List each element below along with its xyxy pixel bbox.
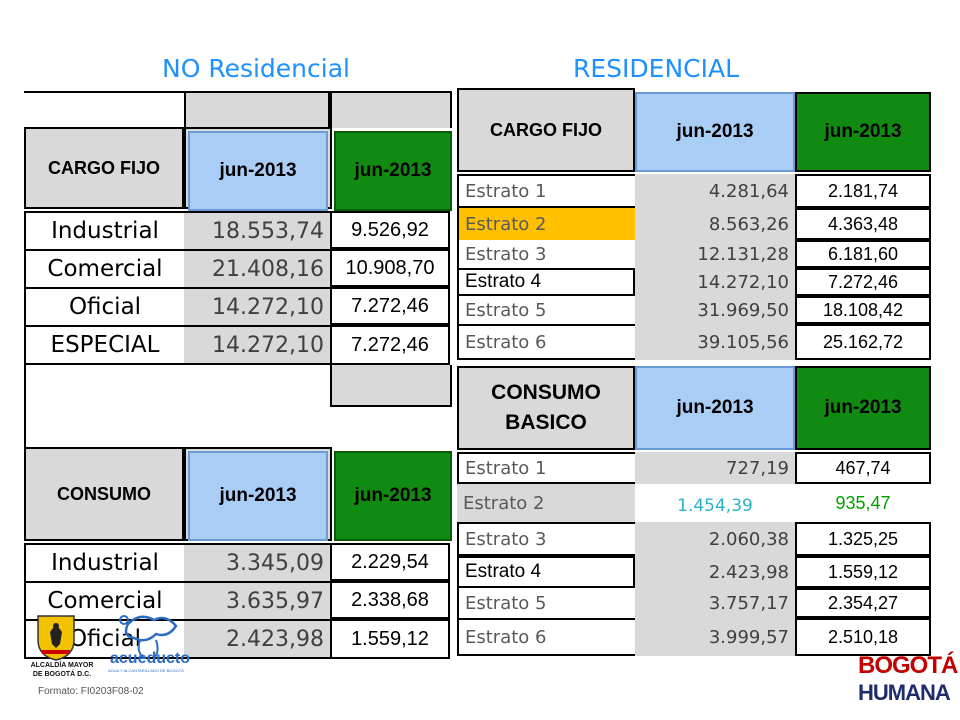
- row-label: Estrato 4: [457, 556, 635, 588]
- row-label: Estrato 5: [457, 588, 635, 618]
- row-value: 4.281,64: [635, 174, 795, 208]
- row-value: 2.423,98: [635, 556, 795, 588]
- header-line: CONSUMO: [491, 380, 601, 404]
- row-value: 18.108,42: [795, 296, 931, 324]
- jun-2013-header-green: jun-2013: [795, 92, 931, 172]
- row-label: Estrato 5: [457, 296, 635, 324]
- row-value: 2.060,38: [635, 522, 795, 556]
- row-value: 1.559,12: [330, 619, 450, 659]
- cargo-fijo-rows: Estrato 1 4.281,64 2.181,74 Estrato 2 8.…: [457, 174, 931, 362]
- alcaldia-line: ALCALDÍA MAYOR: [30, 662, 94, 669]
- row-label: Estrato 6: [457, 324, 635, 360]
- row-label: Estrato 1: [457, 452, 635, 484]
- jun-2013-header-blue: jun-2013: [188, 131, 328, 211]
- row-value: 31.969,50: [635, 296, 795, 324]
- row-label: ESPECIAL: [24, 325, 184, 365]
- jun-2013-header-blue: jun-2013: [188, 451, 328, 541]
- row-value: 9.526,92: [330, 211, 450, 249]
- cargo-fijo-rows: Industrial 18.553,74 9.526,92 Comercial …: [24, 211, 452, 366]
- alcaldia-line: DE BOGOTÁ D.C.: [32, 671, 92, 678]
- gray-stub: [330, 91, 452, 128]
- row-value-highlighted: 1.454,39: [635, 484, 795, 522]
- jun-2013-header-blue: jun-2013: [635, 366, 795, 450]
- row-value: 2.510,18: [795, 618, 931, 656]
- bogota-humana-logo-sub: HUMANA: [858, 680, 951, 705]
- row-value: 1.325,25: [795, 522, 931, 556]
- spacer-block: [24, 365, 452, 447]
- right-section: CARGO FIJO jun-2013 jun-2013 Estrato 1 4…: [455, 88, 935, 660]
- row-value: 2.229,54: [330, 543, 450, 581]
- row-value: 14.272,10: [184, 287, 330, 325]
- left-section: CARGO FIJO jun-2013 jun-2013 Industrial …: [0, 0, 460, 660]
- row-value: 2.423,98: [184, 619, 330, 659]
- jun-2013-header-green: jun-2013: [795, 366, 931, 450]
- row-label: Estrato 1: [457, 174, 635, 208]
- jun-2013-header-green: jun-2013: [334, 451, 452, 541]
- row-value: 3.635,97: [184, 581, 330, 619]
- row-value: 21.408,16: [184, 249, 330, 287]
- row-value: 6.181,60: [795, 240, 931, 268]
- row-value: 10.908,70: [330, 249, 450, 287]
- cargo-fijo-header: CARGO FIJO: [24, 127, 184, 209]
- row-value: 727,19: [635, 452, 795, 484]
- row-value: 18.553,74: [184, 211, 330, 249]
- row-value: 3.999,57: [635, 618, 795, 656]
- alcaldia-shield-icon: [34, 612, 78, 662]
- row-value: 467,74: [795, 452, 931, 484]
- row-value: 7.272,46: [330, 287, 450, 325]
- cargo-fijo-header: CARGO FIJO: [457, 88, 635, 172]
- row-label: Estrato 2: [457, 484, 635, 522]
- row-value: 14.272,10: [635, 268, 795, 296]
- row-value: 3.345,09: [184, 543, 330, 581]
- header-line: BASICO: [505, 411, 587, 434]
- row-value: 8.563,26: [635, 208, 795, 240]
- row-value: 14.272,10: [184, 325, 330, 365]
- row-value: 25.162,72: [795, 324, 931, 360]
- row-label: Industrial: [24, 543, 184, 581]
- row-value: 7.272,46: [795, 268, 931, 296]
- gray-stub: [330, 365, 452, 407]
- acueducto-subtitle: AGUA Y ALCANTARILLADO DE BOGOTÁ: [108, 668, 184, 673]
- acueducto-logo-icon: [110, 610, 190, 662]
- consumo-rows: Industrial 3.345,09 2.229,54 Comercial 3…: [24, 543, 452, 660]
- title-no-residencial: NO Residencial: [162, 54, 350, 83]
- row-label: Industrial: [24, 211, 184, 249]
- row-value-highlighted: 935,47: [795, 484, 931, 522]
- row-value: 4.363,48: [795, 208, 931, 240]
- row-value: 2.181,74: [795, 174, 931, 208]
- formato-code: Formato: FI0203F08-02: [38, 686, 144, 697]
- row-label-highlighted: Estrato 2: [457, 208, 635, 240]
- divider: [24, 91, 184, 93]
- row-label: Estrato 4: [457, 268, 635, 296]
- row-label: Comercial: [24, 249, 184, 287]
- row-label: Estrato 3: [457, 522, 635, 556]
- gray-stub: [184, 91, 330, 128]
- consumo-basico-header: CONSUMO BASICO: [457, 366, 635, 450]
- row-label: Estrato 3: [457, 240, 635, 268]
- bogota-humana-logo: BOGOTÁ: [858, 652, 958, 679]
- jun-2013-header-green: jun-2013: [334, 131, 452, 211]
- row-value: 2.338,68: [330, 581, 450, 619]
- row-label: Oficial: [24, 287, 184, 325]
- consumo-basico-rows: Estrato 1 727,19 467,74 Estrato 2 1.454,…: [457, 452, 931, 658]
- row-value: 2.354,27: [795, 588, 931, 618]
- row-value: 7.272,46: [330, 325, 450, 365]
- alcaldia-caption: ALCALDÍA MAYOR DE BOGOTÁ D.C.: [22, 661, 102, 679]
- row-label: Oficial: [24, 619, 184, 659]
- row-value: 12.131,28: [635, 240, 795, 268]
- row-value: 3.757,17: [635, 588, 795, 618]
- title-residencial: RESIDENCIAL: [573, 54, 740, 83]
- row-value: 39.105,56: [635, 324, 795, 360]
- row-label: Estrato 6: [457, 618, 635, 656]
- row-value: 1.559,12: [795, 556, 931, 588]
- jun-2013-header-blue: jun-2013: [635, 92, 795, 172]
- acueducto-wordmark: acueducto: [110, 650, 191, 667]
- row-label: Comercial: [24, 581, 184, 619]
- consumo-header: CONSUMO: [24, 447, 184, 541]
